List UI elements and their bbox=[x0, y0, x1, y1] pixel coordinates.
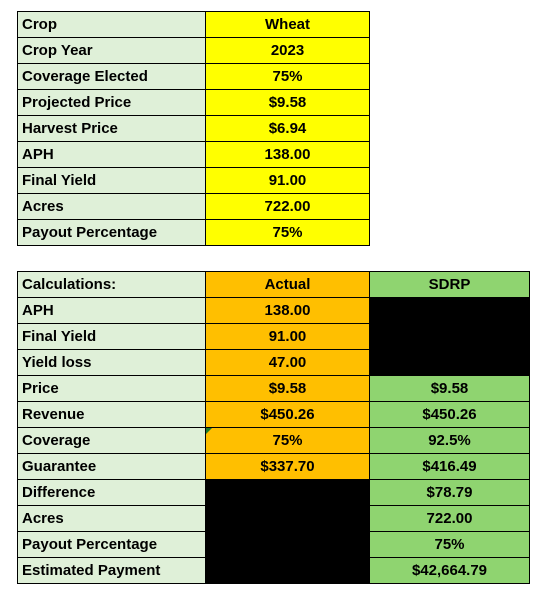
table-row: Projected Price $9.58 bbox=[17, 89, 370, 116]
calc-difference-label: Difference bbox=[17, 479, 206, 506]
table-row: Coverage Elected 75% bbox=[17, 63, 370, 90]
payout-percentage-label: Payout Percentage bbox=[17, 219, 206, 246]
inputs-table: Crop Wheat Crop Year 2023 Coverage Elect… bbox=[17, 11, 370, 246]
table-row: Payout Percentage 75% bbox=[17, 219, 370, 246]
table-row: Coverage 75% 92.5% bbox=[17, 427, 530, 454]
calc-revenue-label: Revenue bbox=[17, 401, 206, 428]
calc-yield-loss-label: Yield loss bbox=[17, 349, 206, 376]
table-row: Price $9.58 $9.58 bbox=[17, 375, 530, 402]
coverage-elected-value: 75% bbox=[205, 63, 370, 90]
aph-label: APH bbox=[17, 141, 206, 168]
table-row: Acres 722.00 bbox=[17, 505, 530, 532]
acres-label: Acres bbox=[17, 193, 206, 220]
payout-percentage-value: 75% bbox=[205, 219, 370, 246]
calc-payout-percentage-sdrp: 75% bbox=[369, 531, 530, 558]
calc-difference-sdrp: $78.79 bbox=[369, 479, 530, 506]
table-row: Final Yield 91.00 bbox=[17, 167, 370, 194]
calc-guarantee-actual: $337.70 bbox=[205, 453, 370, 480]
table-row: Crop Year 2023 bbox=[17, 37, 370, 64]
actual-column-header: Actual bbox=[205, 271, 370, 298]
coverage-elected-label: Coverage Elected bbox=[17, 63, 206, 90]
calc-coverage-sdrp: 92.5% bbox=[369, 427, 530, 454]
table-row: Final Yield 91.00 bbox=[17, 323, 530, 350]
table-row: Crop Wheat bbox=[17, 11, 370, 38]
crop-year-value: 2023 bbox=[205, 37, 370, 64]
calc-yield-loss-actual: 47.00 bbox=[205, 349, 370, 376]
calc-price-label: Price bbox=[17, 375, 206, 402]
sdrp-column-header: SDRP bbox=[369, 271, 530, 298]
table-row: APH 138.00 bbox=[17, 141, 370, 168]
calc-final-yield-label: Final Yield bbox=[17, 323, 206, 350]
calc-price-sdrp: $9.58 bbox=[369, 375, 530, 402]
calc-estimated-payment-label: Estimated Payment bbox=[17, 557, 206, 584]
crop-value: Wheat bbox=[205, 11, 370, 38]
table-row: Payout Percentage 75% bbox=[17, 531, 530, 558]
calculations-header: Calculations: bbox=[17, 271, 206, 298]
calc-final-yield-actual: 91.00 bbox=[205, 323, 370, 350]
calc-aph-sdrp-blank bbox=[369, 297, 530, 324]
harvest-price-value: $6.94 bbox=[205, 115, 370, 142]
table-row: Acres 722.00 bbox=[17, 193, 370, 220]
aph-value: 138.00 bbox=[205, 141, 370, 168]
table-row: Guarantee $337.70 $416.49 bbox=[17, 453, 530, 480]
calc-payout-percentage-label: Payout Percentage bbox=[17, 531, 206, 558]
calc-aph-label: APH bbox=[17, 297, 206, 324]
crop-year-label: Crop Year bbox=[17, 37, 206, 64]
calc-coverage-actual: 75% bbox=[205, 427, 370, 454]
calc-revenue-sdrp: $450.26 bbox=[369, 401, 530, 428]
calc-difference-actual-blank bbox=[205, 479, 370, 506]
final-yield-value: 91.00 bbox=[205, 167, 370, 194]
calc-coverage-label: Coverage bbox=[17, 427, 206, 454]
calc-guarantee-label: Guarantee bbox=[17, 453, 206, 480]
table-row: Difference $78.79 bbox=[17, 479, 530, 506]
table-row: APH 138.00 bbox=[17, 297, 530, 324]
calc-guarantee-sdrp: $416.49 bbox=[369, 453, 530, 480]
calc-revenue-actual: $450.26 bbox=[205, 401, 370, 428]
calculations-table: Calculations: Actual SDRP APH 138.00 Fin… bbox=[17, 271, 530, 584]
calc-estimated-payment-actual-blank bbox=[205, 557, 370, 584]
calc-acres-label: Acres bbox=[17, 505, 206, 532]
acres-value: 722.00 bbox=[205, 193, 370, 220]
table-row: Harvest Price $6.94 bbox=[17, 115, 370, 142]
calc-acres-actual-blank bbox=[205, 505, 370, 532]
calc-yield-loss-sdrp-blank bbox=[369, 349, 530, 376]
table-row: Yield loss 47.00 bbox=[17, 349, 530, 376]
final-yield-label: Final Yield bbox=[17, 167, 206, 194]
calc-final-yield-sdrp-blank bbox=[369, 323, 530, 350]
calc-estimated-payment-sdrp: $42,664.79 bbox=[369, 557, 530, 584]
table-row: Revenue $450.26 $450.26 bbox=[17, 401, 530, 428]
table-header-row: Calculations: Actual SDRP bbox=[17, 271, 530, 298]
projected-price-label: Projected Price bbox=[17, 89, 206, 116]
harvest-price-label: Harvest Price bbox=[17, 115, 206, 142]
table-row: Estimated Payment $42,664.79 bbox=[17, 557, 530, 584]
calc-payout-percentage-actual-blank bbox=[205, 531, 370, 558]
calc-aph-actual: 138.00 bbox=[205, 297, 370, 324]
crop-label: Crop bbox=[17, 11, 206, 38]
projected-price-value: $9.58 bbox=[205, 89, 370, 116]
calc-acres-sdrp: 722.00 bbox=[369, 505, 530, 532]
calc-price-actual: $9.58 bbox=[205, 375, 370, 402]
